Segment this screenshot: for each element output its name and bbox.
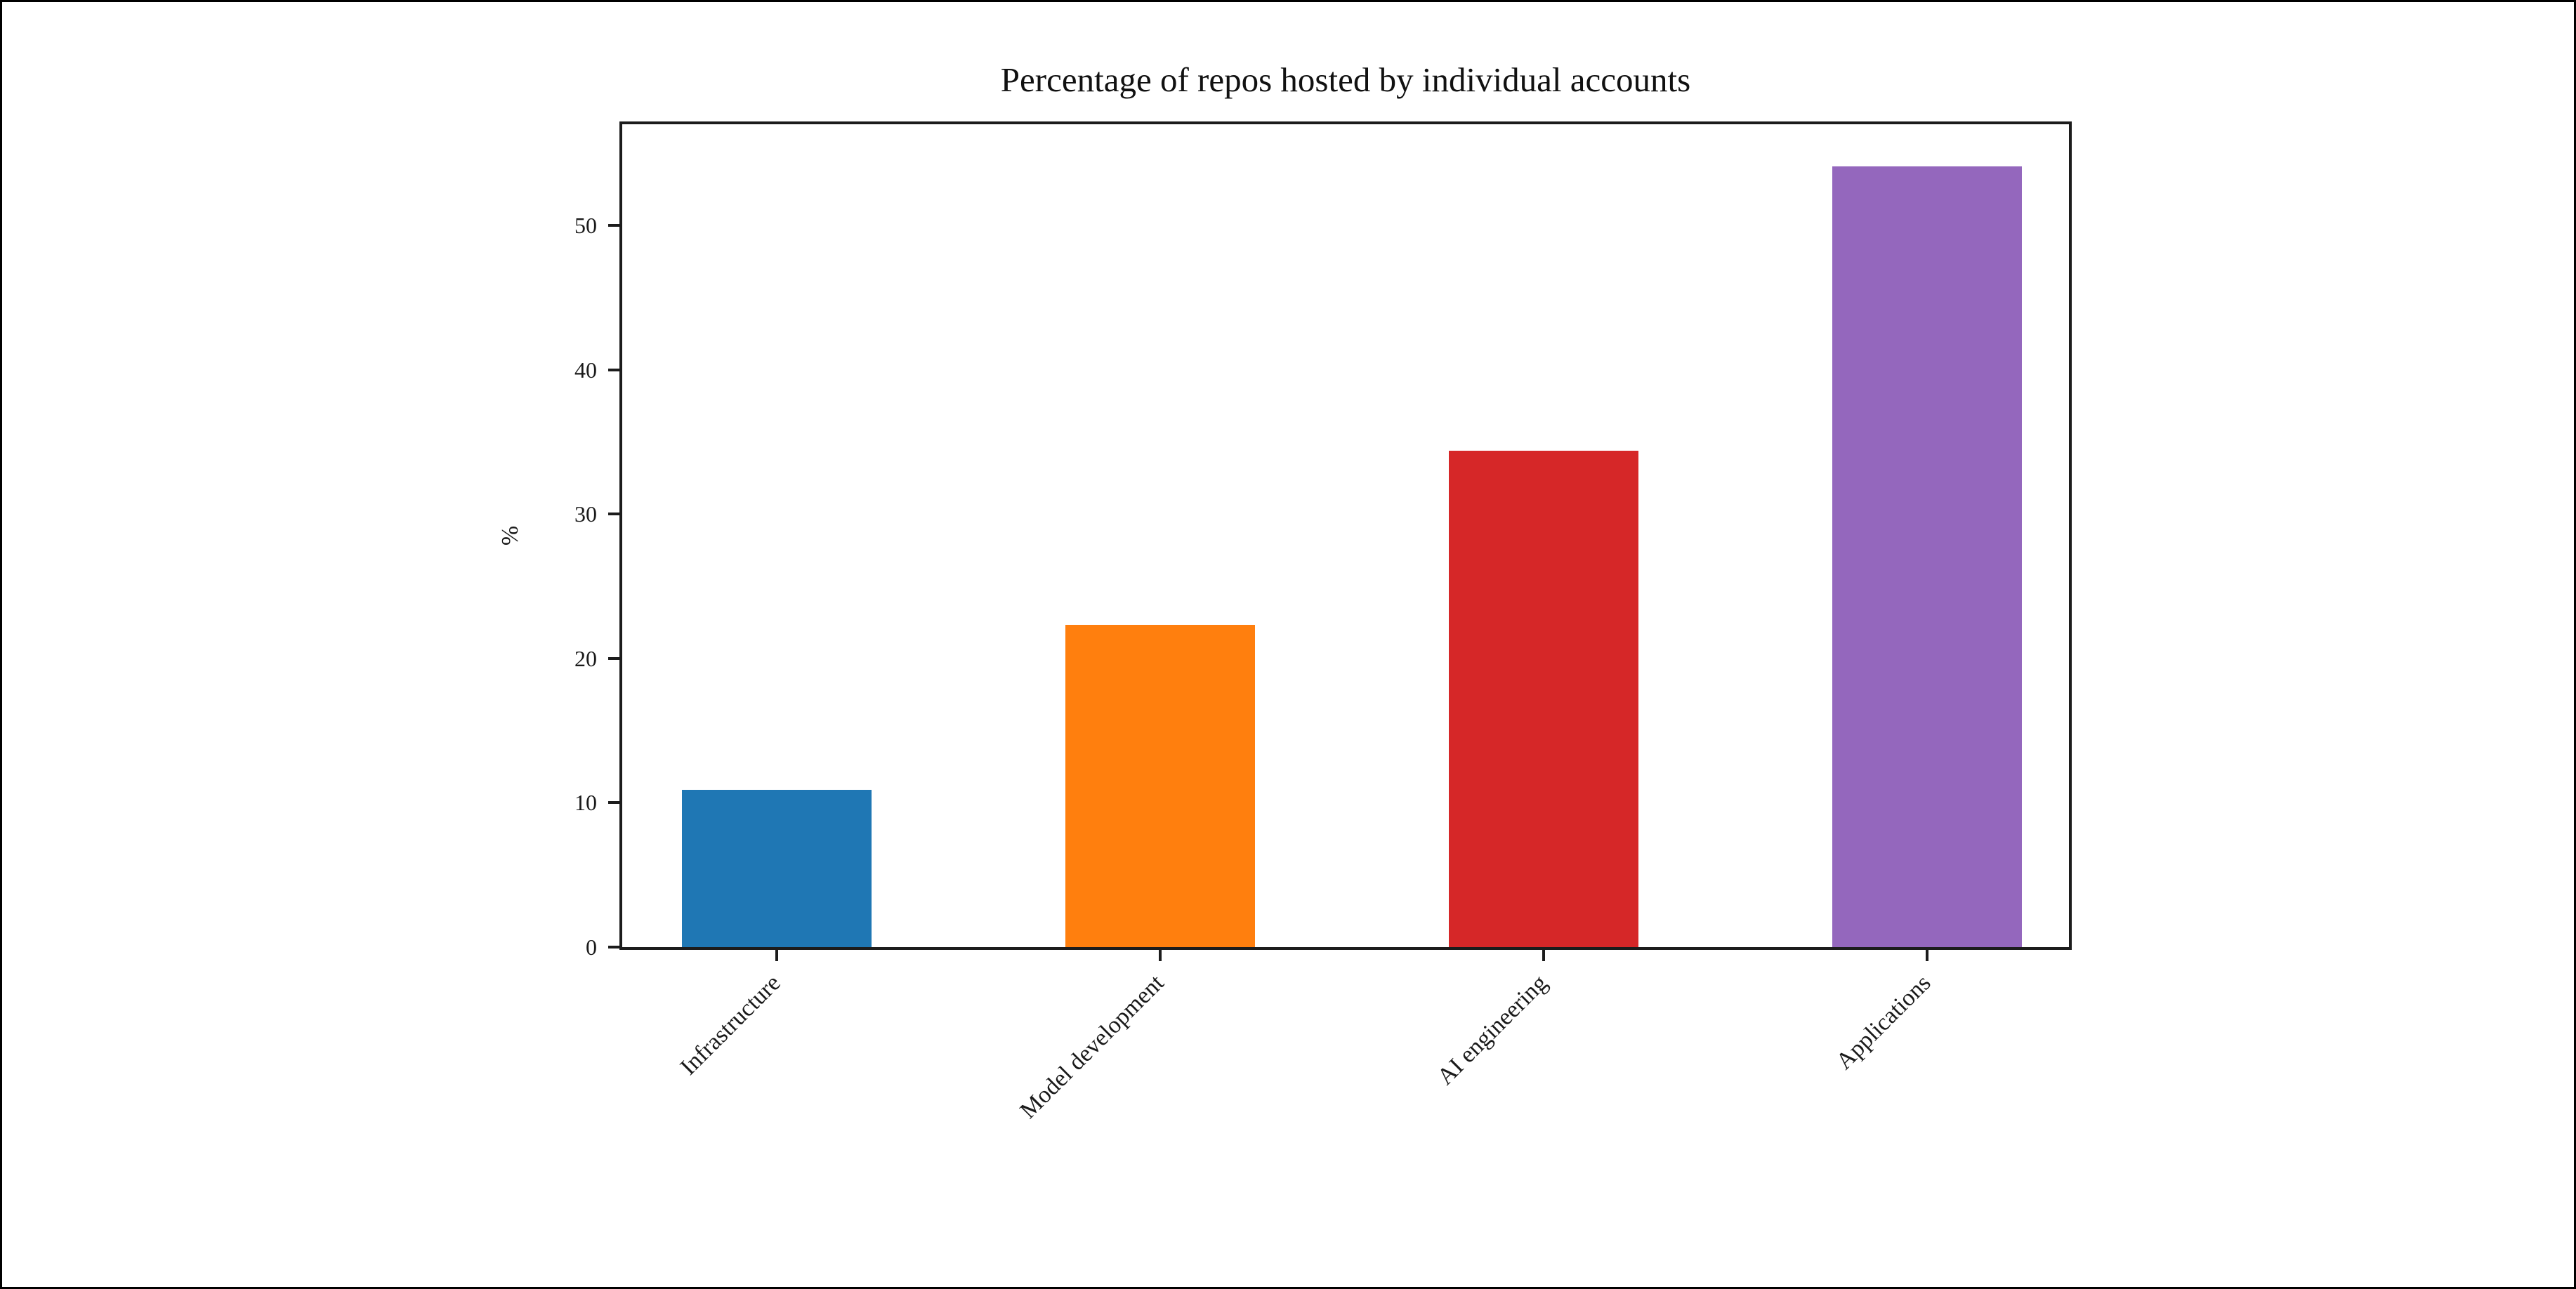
y-tick-label: 50	[574, 212, 597, 238]
y-tick-mark	[608, 656, 622, 660]
y-tick-label: 10	[574, 790, 597, 816]
y-tick-mark	[608, 223, 622, 227]
x-tick-label: AI engineering	[1432, 970, 1553, 1090]
y-tick-label: 0	[586, 934, 597, 960]
x-tick-mark	[1542, 947, 1545, 961]
y-axis-label: %	[497, 525, 523, 546]
y-tick-mark	[608, 801, 622, 805]
x-tick-label: Infrastructure	[675, 970, 786, 1080]
bar-infrastructure	[682, 789, 872, 947]
y-tick-label: 30	[574, 501, 597, 527]
x-tick-label: Model development	[1015, 970, 1169, 1124]
x-tick-mark	[1159, 947, 1162, 961]
y-tick-mark	[608, 946, 622, 948]
y-tick-label: 40	[574, 357, 597, 383]
x-tick-label: Applications	[1831, 970, 1936, 1075]
plot-area: % 0 10 20 30 40 50 Infrastructure Model develop…	[497, 121, 2072, 1124]
bar-ai-engineering	[1449, 450, 1638, 947]
bar-applications	[1832, 166, 2022, 947]
chart-title: Percentage of repos hosted by individual…	[1000, 60, 1691, 99]
y-tick-label: 20	[574, 645, 597, 671]
y-tick-mark	[608, 513, 622, 516]
y-tick-mark	[608, 368, 622, 371]
bar-model-development	[1065, 625, 1255, 947]
x-tick-mark	[1926, 947, 1928, 961]
x-tick-mark	[775, 947, 778, 961]
